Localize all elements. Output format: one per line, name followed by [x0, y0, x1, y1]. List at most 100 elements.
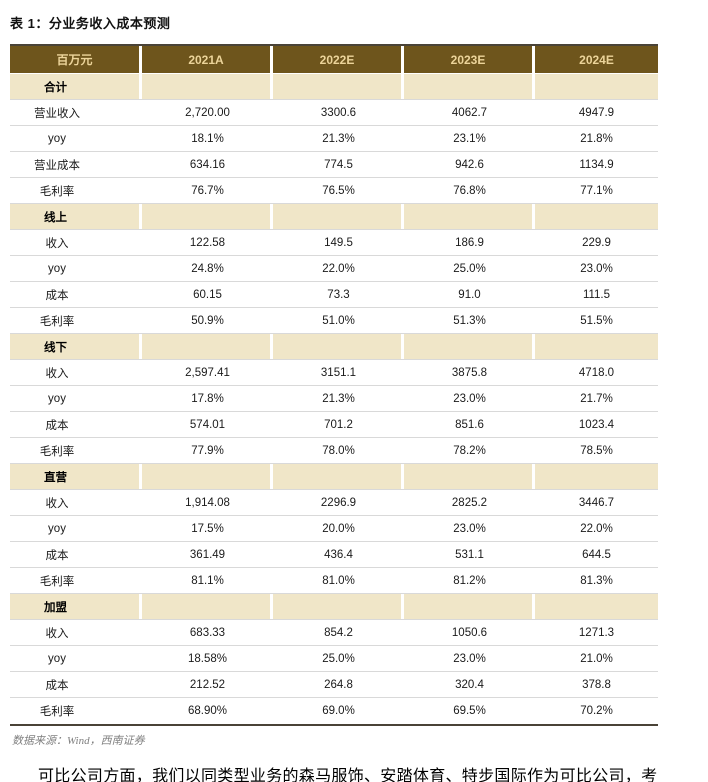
row-label: 毛利率: [39, 315, 75, 328]
row-label: 成本: [45, 549, 69, 562]
row-label: 成本: [45, 419, 69, 432]
row-label: 毛利率: [39, 185, 75, 198]
row-label: yoy: [48, 262, 66, 275]
cell-value: 51.3%: [453, 314, 486, 327]
section-spacer: [404, 74, 535, 99]
table-row: 营业收入 2,720.00 3300.6 4062.7 4947.9: [10, 100, 658, 126]
cell-value: 21.3%: [322, 132, 355, 145]
table-row: 毛利率 68.90% 69.0% 69.5% 70.2%: [10, 698, 658, 724]
row-label: yoy: [48, 652, 66, 665]
cell-value: 25.0%: [453, 262, 486, 275]
section-label: 线下: [10, 334, 142, 359]
cell-value: 942.6: [455, 158, 484, 171]
cell-value: 23.0%: [453, 652, 486, 665]
cell-value: 78.0%: [322, 444, 355, 457]
table-row: 成本 361.49 436.4 531.1 644.5: [10, 542, 658, 568]
section-label: 加盟: [10, 594, 142, 619]
cell-value: 21.3%: [322, 392, 355, 405]
section-spacer: [535, 464, 658, 489]
cell-value: 21.8%: [580, 132, 613, 145]
section-spacer: [535, 334, 658, 359]
year-header: 2023E: [404, 46, 535, 73]
section-label: 直营: [10, 464, 142, 489]
row-label: 毛利率: [39, 706, 75, 718]
row-label: 毛利率: [39, 575, 75, 588]
section-row: 线上: [10, 204, 658, 230]
cell-value: 774.5: [324, 158, 353, 171]
row-label: yoy: [48, 522, 66, 535]
data-source-note: 数据来源：Wind，西南证券: [12, 735, 145, 747]
section-spacer: [142, 464, 273, 489]
table-row: yoy 17.5% 20.0% 23.0% 22.0%: [10, 516, 658, 542]
cell-value: 76.7%: [191, 184, 224, 197]
row-label: 营业收入: [34, 107, 80, 120]
table-row: 成本 60.15 73.3 91.0 111.5: [10, 282, 658, 308]
row-label: 收入: [45, 237, 69, 250]
table-row: 毛利率 77.9% 78.0% 78.2% 78.5%: [10, 438, 658, 464]
row-label: 收入: [45, 367, 69, 380]
cell-value: 378.8: [582, 678, 611, 691]
cell-value: 186.9: [455, 236, 484, 249]
year-header: 2024E: [535, 46, 658, 73]
cell-value: 320.4: [455, 678, 484, 691]
cell-value: 81.3%: [580, 574, 613, 587]
section-spacer: [535, 204, 658, 229]
section-spacer: [273, 464, 404, 489]
cell-value: 701.2: [324, 418, 353, 431]
cell-value: 69.0%: [322, 705, 355, 717]
row-label: yoy: [48, 132, 66, 145]
cell-value: 77.1%: [580, 184, 613, 197]
unit-header: 百万元: [10, 46, 142, 73]
table-row: 收入 122.58 149.5 186.9 229.9: [10, 230, 658, 256]
cell-value: 81.2%: [453, 574, 486, 587]
section-spacer: [273, 594, 404, 619]
table-row: 毛利率 76.7% 76.5% 76.8% 77.1%: [10, 178, 658, 204]
cell-value: 531.1: [455, 548, 484, 561]
cell-value: 149.5: [324, 236, 353, 249]
row-label: 毛利率: [39, 445, 75, 458]
cell-value: 3446.7: [578, 496, 615, 509]
cell-value: 212.52: [189, 678, 226, 691]
cell-value: 81.0%: [322, 574, 355, 587]
section-row: 加盟: [10, 594, 658, 620]
cell-value: 2825.2: [451, 496, 488, 509]
cell-value: 3875.8: [451, 366, 488, 379]
cell-value: 2,720.00: [185, 106, 230, 119]
cell-value: 17.8%: [191, 392, 224, 405]
cell-value: 60.15: [193, 288, 222, 301]
cell-value: 50.9%: [191, 314, 224, 327]
section-label: 线上: [10, 204, 142, 229]
table-row: yoy 18.58% 25.0% 23.0% 21.0%: [10, 646, 658, 672]
year-header: 2021A: [142, 46, 273, 73]
cell-value: 229.9: [582, 236, 611, 249]
cell-value: 22.0%: [322, 262, 355, 275]
cell-value: 23.0%: [453, 522, 486, 535]
section-row: 合计: [10, 74, 658, 100]
section-spacer: [273, 334, 404, 359]
cell-value: 634.16: [189, 158, 226, 171]
cell-value: 51.0%: [322, 314, 355, 327]
cell-value: 3151.1: [320, 366, 357, 379]
section-spacer: [273, 74, 404, 99]
row-label: 成本: [45, 289, 69, 302]
section-row: 线下: [10, 334, 658, 360]
cell-value: 361.49: [189, 548, 226, 561]
cell-value: 69.5%: [453, 705, 486, 717]
cell-value: 17.5%: [191, 522, 224, 535]
cell-value: 3300.6: [320, 106, 357, 119]
cell-value: 24.8%: [191, 262, 224, 275]
section-spacer: [142, 594, 273, 619]
row-label: 收入: [45, 497, 69, 510]
cell-value: 574.01: [189, 418, 226, 431]
section-spacer: [404, 204, 535, 229]
cell-value: 854.2: [324, 626, 353, 639]
cell-value: 73.3: [327, 288, 350, 301]
section-spacer: [404, 594, 535, 619]
table-row: 收入 683.33 854.2 1050.6 1271.3: [10, 620, 658, 646]
cell-value: 4718.0: [578, 366, 615, 379]
cell-value: 264.8: [324, 678, 353, 691]
cell-value: 683.33: [189, 626, 226, 639]
table-row: 营业成本 634.16 774.5 942.6 1134.9: [10, 152, 658, 178]
section-row: 直营: [10, 464, 658, 490]
